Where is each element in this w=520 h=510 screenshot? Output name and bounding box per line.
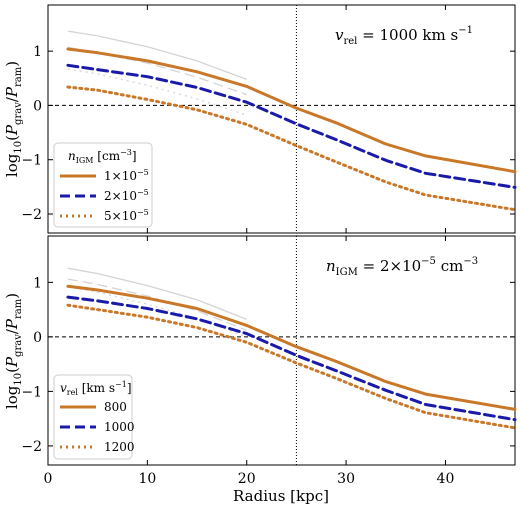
x-tick-label: 0 — [44, 471, 53, 487]
background-series-line — [67, 68, 247, 116]
y-tick-label: 0 — [33, 330, 42, 346]
background-series — [67, 267, 247, 338]
y-tick-label: −2 — [21, 439, 42, 455]
y-axis-label: log10(Pgrav/Pram) — [3, 61, 24, 177]
legend-title: nIGM [cm−3] — [68, 148, 137, 165]
background-series-line — [67, 30, 247, 81]
legend-entries: 1×10−5 2×10−5 5×10−5 — [60, 168, 149, 223]
series-line — [66, 85, 517, 212]
legend-box — [53, 374, 133, 460]
y-tick-label: −1 — [21, 384, 42, 400]
legend-entry-label: 2×10−5 — [104, 188, 149, 203]
legend: vrel [km s−1] 800 1000 1200 — [53, 374, 135, 460]
legend-entry-label: 5×10−5 — [104, 208, 149, 223]
legend-entry-label: 1000 — [104, 420, 135, 434]
y-tick-label: 1 — [33, 275, 42, 291]
legend-entries: 800 1000 1200 — [60, 400, 135, 454]
panel-top: −2 −1 0 1 log10(Pgrav/Pram) vrel = 1000 km … — [3, 4, 517, 234]
panel-annotation: nIGM = 2×10−5 cm−3 — [326, 256, 478, 278]
y-tick-label: −1 — [21, 153, 42, 169]
series-line — [66, 295, 517, 422]
y-tick-label: 1 — [33, 44, 42, 60]
x-axis-label: Radius [kpc] — [233, 487, 329, 505]
legend-box — [53, 142, 153, 228]
reference-lines — [48, 5, 515, 233]
x-tick-label: 10 — [138, 471, 156, 487]
legend: nIGM [cm−3] 1×10−5 2×10−5 5×10−5 — [53, 142, 153, 228]
x-tick-label: 30 — [337, 471, 355, 487]
y-tick-label: 0 — [33, 98, 42, 114]
background-series-line — [67, 278, 247, 331]
legend-entry-label: 1200 — [104, 440, 135, 454]
series-line — [66, 47, 517, 174]
series-lines — [66, 284, 517, 430]
legend-entry-label: 800 — [104, 400, 127, 414]
legend-title: vrel [km s−1] — [60, 380, 132, 397]
background-series-line — [67, 267, 247, 321]
series-lines — [66, 47, 517, 212]
background-series-line — [67, 286, 247, 338]
panel-annotation: vrel = 1000 km s−1 — [335, 25, 473, 47]
x-tick-label: 20 — [238, 471, 256, 487]
x-tick-label: 40 — [437, 471, 455, 487]
reference-lines — [48, 236, 515, 465]
series-line — [66, 284, 517, 411]
y-axis-label: log10(Pgrav/Pram) — [3, 293, 24, 409]
legend-entry-label: 1×10−5 — [104, 168, 149, 183]
ticks: −2 −1 0 1 — [21, 5, 515, 233]
series-line — [66, 63, 517, 189]
y-tick-label: −2 — [21, 207, 42, 223]
series-line — [66, 303, 517, 430]
